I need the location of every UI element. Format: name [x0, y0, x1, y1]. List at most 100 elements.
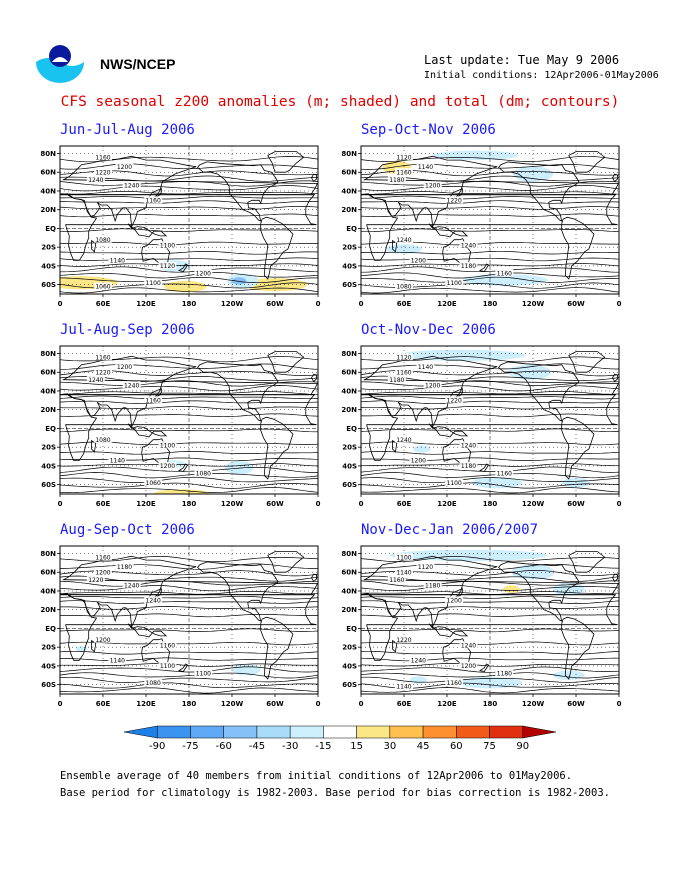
height-contour: [361, 276, 619, 283]
lon-tick-label: 120E: [136, 500, 156, 508]
colorbar: -90 -75 -60 -45 -30 -15 15 30 45 60 75 90: [123, 725, 557, 752]
footer-base-period: Base period for climatology is 1982-2003…: [60, 787, 610, 799]
coastline: [568, 351, 606, 373]
map-panel-jas: 1160120012201240124011601080110011401200…: [40, 345, 321, 508]
anomaly-patch: [432, 150, 519, 161]
colorbar-swatch: [456, 725, 490, 739]
contour-label: 1200: [160, 463, 175, 470]
lon-tick-label: 0: [58, 300, 63, 308]
lon-tick-label: 60W: [266, 700, 284, 708]
lat-tick-label: 20S: [41, 244, 56, 252]
lat-tick-label: 60S: [41, 281, 56, 289]
coastline: [428, 623, 469, 638]
colorbar-swatch: [522, 725, 557, 739]
lon-tick-label: 120W: [522, 300, 545, 308]
lon-tick-label: 0: [58, 500, 63, 508]
contour-label: 1240: [88, 377, 103, 384]
lat-tick-label: 80N: [40, 550, 56, 558]
panel-title-1: Jun-Jul-Aug 2006: [60, 122, 195, 138]
coastline: [260, 216, 294, 280]
colorbar-swatch: [289, 725, 324, 739]
coastline: [568, 151, 606, 173]
colorbar-label: -30: [282, 741, 298, 752]
lon-tick-label: 180: [483, 700, 498, 708]
lon-tick-label: 120E: [136, 700, 156, 708]
lon-tick-label: 120W: [522, 700, 545, 708]
contour-label: 1220: [447, 198, 462, 205]
height-contour: [60, 466, 318, 473]
lon-tick-label: 60E: [96, 300, 111, 308]
lat-tick-label: 40N: [40, 187, 56, 195]
contour-label: 1180: [117, 564, 132, 571]
contour-label: 1080: [396, 284, 411, 291]
contour-label: 1220: [88, 577, 103, 584]
height-contour: [361, 180, 619, 187]
colorbar-label: 30: [383, 741, 396, 752]
lon-tick-label: 180: [182, 500, 197, 508]
colorbar-label: 60: [450, 741, 463, 752]
panel-title-2: Sep-Oct-Nov 2006: [361, 122, 496, 138]
contour-label: 1060: [95, 284, 110, 291]
coastline: [561, 216, 595, 280]
coastline: [260, 616, 294, 680]
colorbar-swatch: [223, 725, 258, 739]
contour-label: 1160: [396, 369, 411, 376]
contour-label: 1160: [95, 554, 110, 561]
height-contour: [60, 180, 318, 187]
map-panel-aso: 1160118012001220124012401200116011401100…: [40, 545, 321, 708]
contour-label: 1240: [396, 237, 411, 244]
coastline: [60, 593, 317, 661]
colorbar-swatch: [156, 725, 191, 739]
contour-label: 1240: [146, 598, 161, 605]
lat-tick-label: 40S: [342, 462, 357, 470]
lon-tick-label: 120W: [221, 700, 244, 708]
lon-tick-label: 0: [359, 300, 364, 308]
lat-tick-label: 20N: [40, 606, 56, 614]
lat-tick-label: 20S: [342, 644, 357, 652]
contour-label: 1140: [418, 364, 433, 371]
contour-label: 1240: [88, 177, 103, 184]
contour-label: 1100: [160, 242, 175, 249]
anomaly-patch: [413, 445, 431, 453]
initial-conditions: Initial conditions: 12Apr2006-01May2006: [424, 70, 659, 81]
footer-ensemble: Ensemble average of 40 members from init…: [60, 770, 573, 782]
contour-label: 1060: [146, 480, 161, 487]
lon-tick-label: 0: [617, 700, 622, 708]
anomaly-patch: [502, 585, 521, 593]
contour-label: 1240: [124, 183, 139, 190]
page-title: CFS seasonal z200 anomalies (m; shaded) …: [60, 94, 620, 110]
height-contour: [361, 477, 619, 484]
colorbar-label: 75: [483, 741, 496, 752]
contour-label: 1200: [117, 364, 132, 371]
anomaly-patch: [396, 349, 526, 361]
lat-tick-label: 60S: [41, 681, 56, 689]
lat-tick-label: 20S: [342, 244, 357, 252]
colorbar-label: -60: [216, 741, 232, 752]
contour-label: 1160: [95, 154, 110, 161]
contour-label: 1200: [425, 383, 440, 390]
height-contour: [361, 163, 619, 170]
map-panel-ndj: 1100112011401160118012001220124012401200…: [341, 545, 622, 708]
coastline: [141, 438, 171, 465]
colorbar-swatch: [123, 725, 158, 739]
contour-label: 1120: [396, 154, 411, 161]
height-contour: [60, 277, 318, 284]
contour-label: 1240: [461, 242, 476, 249]
coastline: [260, 416, 294, 480]
contour-label: 1180: [461, 263, 476, 270]
coastline: [561, 416, 595, 480]
coastline: [267, 551, 305, 573]
map-panel-son: 1120114011601180120012201240124012001180…: [341, 145, 622, 308]
contour-label: 1220: [95, 169, 110, 176]
colorbar-swatch: [489, 725, 524, 739]
coastline: [177, 263, 189, 272]
lon-tick-label: 0: [617, 300, 622, 308]
contour-label: 1120: [160, 263, 175, 270]
last-update: Last update: Tue May 9 2006: [424, 53, 620, 67]
coastline: [267, 151, 305, 173]
noaa-logo: [35, 41, 85, 83]
contour-label: 1180: [389, 177, 404, 184]
contour-label: 1160: [95, 354, 110, 361]
height-contour: [361, 363, 619, 370]
lon-tick-label: 0: [316, 300, 321, 308]
